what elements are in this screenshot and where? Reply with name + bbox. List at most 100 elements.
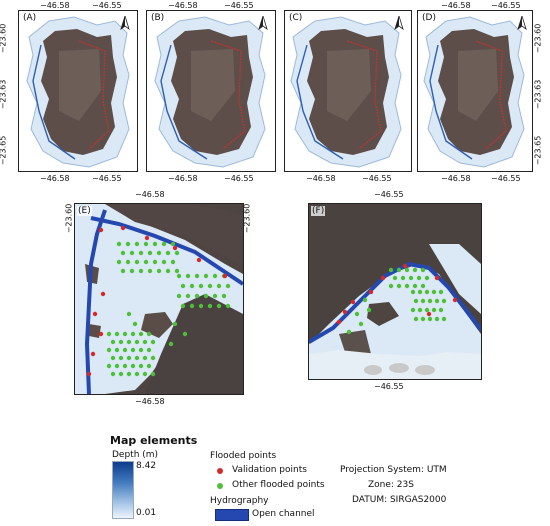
other-flooded-point: [138, 268, 144, 274]
panel-label: (E): [77, 206, 92, 216]
other-flooded-point: [110, 355, 116, 361]
other-flooded-point: [354, 311, 360, 317]
x-tick-label: −46.58: [306, 174, 336, 183]
map-frame: [74, 203, 244, 395]
map-panel-a: (A) −46.58 −46.55 −46.58 −46.55 −23.60 −…: [0, 0, 140, 190]
other-flooded-point: [362, 297, 368, 303]
x-tick-label: −46.55: [374, 190, 404, 199]
validation-point: [100, 291, 106, 297]
projection-text: Projection System: UTM: [340, 465, 447, 475]
y-tick-label: −23.65: [533, 135, 543, 166]
map-frame: [284, 10, 412, 172]
validation-point: [98, 331, 104, 337]
validation-point: [120, 225, 126, 231]
other-flooded-point: [134, 355, 140, 361]
y-tick-label: −23.60: [533, 23, 543, 54]
overview-map: [290, 16, 402, 168]
other-flooded-point: [142, 339, 148, 345]
y-tick-label: −23.63: [0, 79, 8, 110]
other-flooded-point: [114, 347, 120, 353]
other-flooded-point: [138, 363, 144, 369]
other-flooded-point: [358, 321, 364, 327]
validation-point: [452, 297, 458, 303]
other-flooded-point: [114, 363, 120, 369]
other-flooded-point: [404, 283, 410, 289]
validation-point: [342, 309, 348, 315]
other-flooded-point: [189, 303, 195, 309]
map-panel-c: (C) −46.58 −46.55: [280, 0, 415, 190]
other-flooded-point: [180, 303, 186, 309]
other-flooded-point: [212, 293, 218, 299]
overview-map: [423, 16, 525, 168]
depth-max-label: 8.42: [136, 461, 157, 471]
other-flooded-point: [134, 259, 140, 265]
validation-point: [402, 263, 408, 269]
other-flooded-point: [122, 363, 128, 369]
other-flooded-point: [400, 275, 406, 281]
x-tick-label: −46.55: [491, 1, 521, 10]
other-flooded-point: [126, 339, 132, 345]
validation-point: [98, 227, 104, 233]
other-flooded-point: [412, 267, 418, 273]
validation-point: [196, 257, 202, 263]
other-flooded-point: [110, 339, 116, 345]
other-flooded-point: [417, 307, 423, 313]
other-flooded-point: [120, 250, 126, 256]
other-flooded-point: [438, 289, 444, 295]
other-flooded-point: [129, 268, 135, 274]
other-flooded-point: [146, 363, 152, 369]
other-flooded-point: [185, 293, 191, 299]
other-point-icon: [217, 483, 223, 489]
other-flooded-point: [142, 355, 148, 361]
overview-map: [26, 16, 130, 168]
x-tick-label: −46.55: [374, 382, 404, 391]
north-arrow-icon: [394, 16, 404, 30]
validation-point: [336, 319, 342, 325]
other-flooded-point: [189, 283, 195, 289]
other-flooded-point: [168, 341, 174, 347]
zone-text: Zone: 23S: [368, 480, 414, 490]
other-flooded-point: [417, 289, 423, 295]
other-flooded-point: [404, 267, 410, 273]
other-flooded-point: [150, 339, 156, 345]
panel-label: (C): [288, 13, 304, 23]
validation-point: [426, 311, 432, 317]
open-channel-label: Open channel: [252, 509, 315, 519]
legend-title: Map elements: [110, 434, 198, 447]
other-flooded-point: [176, 273, 182, 279]
other-flooded-point: [424, 289, 430, 295]
map-panel-d: (D) −46.58 −46.55 −46.58 −46.55 −23.60 −…: [415, 0, 550, 190]
other-flooded-point: [126, 311, 132, 317]
other-flooded-point: [106, 363, 112, 369]
validation-point: [90, 351, 96, 357]
other-flooded-point: [143, 241, 149, 247]
map-panel-b: (B) −46.58 −46.55 −46.58 −46.55: [140, 0, 280, 190]
other-flooded-point: [420, 298, 426, 304]
other-flooded-point: [194, 293, 200, 299]
flood-point-markers: [86, 225, 231, 377]
other-flooded-point: [138, 347, 144, 353]
validation-point: [172, 245, 178, 251]
other-flooded-point: [413, 298, 419, 304]
other-flooded-point: [427, 298, 433, 304]
other-flooded-point: [434, 316, 440, 322]
panel-label: (B): [150, 13, 166, 23]
north-arrow-icon: [258, 16, 268, 30]
panel-label: (D): [421, 13, 437, 23]
y-tick-label: −23.60: [0, 23, 8, 54]
other-flooded-point: [174, 268, 180, 274]
other-flooded-point: [150, 371, 156, 377]
x-tick-label: −46.55: [224, 174, 254, 183]
map-frame: [146, 10, 276, 172]
x-tick-label: −46.58: [168, 1, 198, 10]
other-flooded-point: [410, 307, 416, 313]
x-tick-label: −46.55: [92, 174, 122, 183]
other-flooded-point: [438, 307, 444, 313]
other-flooded-point: [125, 241, 131, 247]
other-flooded-point: [434, 298, 440, 304]
other-flooded-point: [420, 267, 426, 273]
other-flooded-point: [410, 289, 416, 295]
other-flooded-point: [161, 241, 167, 247]
other-flooded-point: [431, 289, 437, 295]
datum-text: DATUM: SIRGAS2000: [352, 495, 447, 505]
